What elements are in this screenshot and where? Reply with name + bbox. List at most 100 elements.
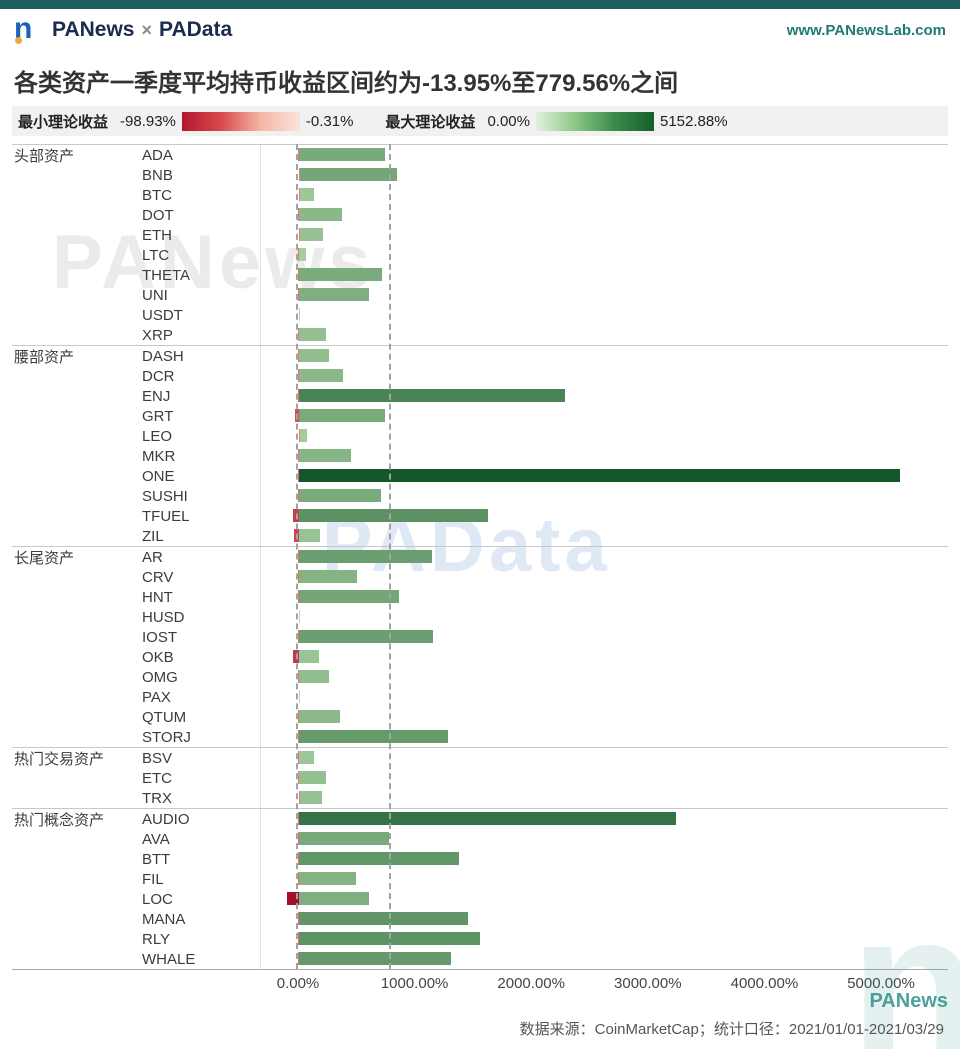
asset-group: 腰部资产 DASH DCR ENJ GRT LEO MKR ONE SUSHI TFUEL ZIL (12, 345, 948, 546)
chart-row: OKB (12, 647, 948, 667)
data-source-note: 数据来源：CoinMarketCap；统计口径：2021/01/01-2021/… (519, 1021, 944, 1038)
bar-max-return (299, 852, 459, 865)
asset-label: BTT (142, 850, 171, 868)
bar-max-return (299, 168, 397, 181)
bar-min-return (292, 650, 299, 663)
chart-row: 热门交易资产 BSV (12, 748, 948, 768)
bar-min-return (297, 489, 299, 502)
bar-track (260, 647, 948, 667)
bar-max-return (299, 148, 385, 161)
chart-row: ENJ (12, 386, 948, 406)
asset-group: 热门交易资产 BSV ETC TRX (12, 747, 948, 808)
bar-track (260, 305, 948, 325)
bar-min-return (297, 952, 299, 965)
chart-row: 热门概念资产 AUDIO (12, 809, 948, 829)
asset-label: RLY (142, 930, 171, 948)
legend-min-to: -0.31% (305, 112, 354, 130)
bar-max-return (299, 308, 300, 321)
bar-max-return (299, 248, 306, 261)
asset-label: ETC (142, 769, 172, 787)
asset-label: THETA (142, 266, 191, 284)
site-url: www.PANewsLab.com (786, 21, 946, 39)
legend-gradient-max (535, 111, 654, 131)
asset-label: TRX (142, 789, 172, 807)
asset-label: STORJ (142, 728, 191, 746)
asset-label: LTC (142, 246, 170, 264)
chart-row: 长尾资产 AR (12, 547, 948, 567)
chart-row: SUSHI (12, 486, 948, 506)
asset-label: ETH (142, 226, 172, 244)
asset-label: HUSD (142, 608, 185, 626)
x-axis-tick: 5000.00% (847, 975, 915, 992)
bar-track (260, 165, 948, 185)
bar-track (260, 667, 948, 687)
chart-groups: 头部资产 ADA BNB BTC DOT ETH LTC THETA UNI USDT XRP 腰部资… (12, 144, 948, 969)
asset-label: SUSHI (142, 487, 188, 505)
bar-max-return (299, 228, 323, 241)
asset-label: MKR (142, 447, 176, 465)
bar-min-return (298, 328, 299, 341)
bar-max-return (299, 188, 314, 201)
bar-max-return (299, 872, 356, 885)
chart-row: MANA (12, 909, 948, 929)
bar-max-return (299, 409, 385, 422)
bar-min-return (298, 148, 299, 161)
chart-row: OMG (12, 667, 948, 687)
logo-dot (15, 37, 22, 44)
chart-row: PAX (12, 687, 948, 707)
asset-label: ENJ (142, 387, 171, 405)
asset-label: AR (142, 548, 163, 566)
bar-min-return (297, 852, 299, 865)
asset-group: 长尾资产 AR CRV HNT HUSD IOST OKB OMG PAX QTUM STORJ (12, 546, 948, 747)
legend-min-from: -98.93% (120, 112, 176, 130)
chart-row: LOC (12, 889, 948, 909)
bar-track (260, 627, 948, 647)
top-accent-bar (0, 0, 960, 9)
bar-track (260, 466, 948, 486)
bar-max-return (299, 208, 343, 221)
legend-max-from: 0.00% (487, 112, 530, 130)
asset-label: BTC (142, 186, 172, 204)
bar-max-return (299, 550, 432, 563)
chart-row: DCR (12, 366, 948, 386)
bar-min-return (297, 832, 299, 845)
bar-max-return (299, 730, 448, 743)
asset-label: XRP (142, 326, 173, 344)
group-label: 头部资产 (14, 147, 75, 165)
chart-row: LEO (12, 426, 948, 446)
panews-logo-icon: n (14, 14, 44, 45)
bar-track (260, 426, 948, 446)
chart-row: WHALE (12, 949, 948, 969)
x-axis: 0.00% 1000.00% 2000.00% 3000.00% 4000.00% 500… (12, 970, 948, 996)
bar-track (260, 829, 948, 849)
bar-track (260, 486, 948, 506)
bar-track (260, 687, 948, 707)
chart-row: BTC (12, 185, 948, 205)
asset-label: LEO (142, 427, 173, 445)
chart-row: USDT (12, 305, 948, 325)
group-label: 长尾资产 (14, 549, 75, 567)
chart-row: CRV (12, 567, 948, 587)
chart-row: STORJ (12, 727, 948, 747)
bar-track (260, 325, 948, 345)
x-axis-tick: 3000.00% (614, 975, 682, 992)
bar-track (260, 748, 948, 768)
chart-row: 腰部资产 DASH (12, 346, 948, 366)
asset-label: DASH (142, 347, 184, 365)
bar-max-return (299, 268, 382, 281)
bar-min-return (298, 349, 299, 362)
bar-track (260, 707, 948, 727)
bar-min-return (297, 288, 299, 301)
bar-track (260, 768, 948, 788)
asset-label: UNI (142, 286, 168, 304)
bar-max-return (299, 369, 343, 382)
bar-min-return (297, 268, 299, 281)
chart-row: QTUM (12, 707, 948, 727)
bar-track (260, 809, 948, 829)
chart-row: TRX (12, 788, 948, 808)
bar-min-return (297, 630, 299, 643)
reference-line (296, 144, 299, 969)
bar-min-return (298, 771, 299, 784)
asset-label: FIL (142, 870, 164, 888)
asset-label: MANA (142, 910, 186, 928)
